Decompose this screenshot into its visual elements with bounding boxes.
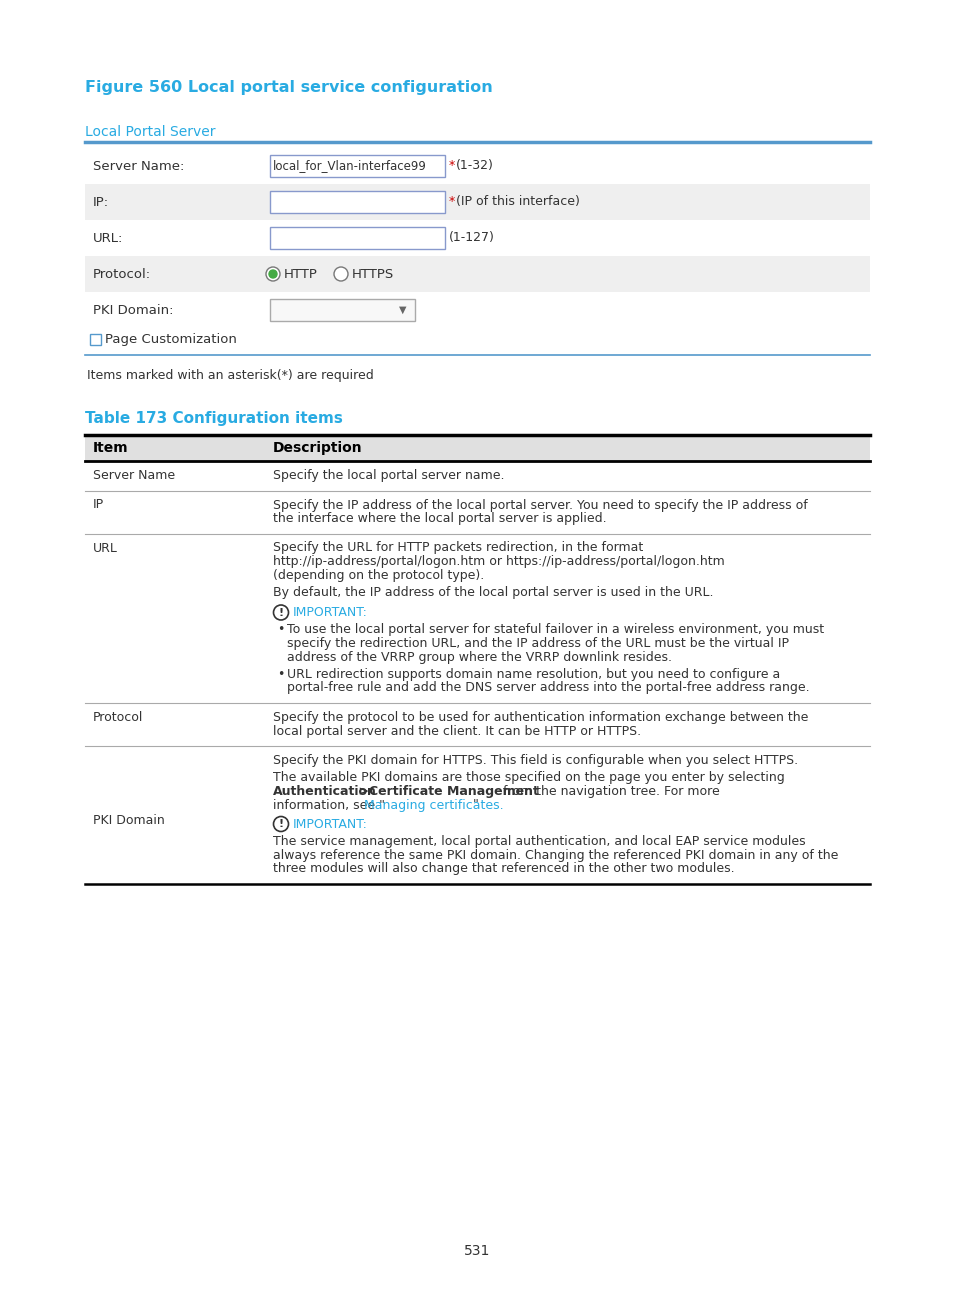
Text: •: • [276, 623, 284, 636]
Text: Specify the PKI domain for HTTPS. This field is configurable when you select HTT: Specify the PKI domain for HTTPS. This f… [273, 754, 798, 767]
Text: Description: Description [273, 441, 362, 455]
Text: ": " [473, 798, 478, 811]
Text: three modules will also change that referenced in the other two modules.: three modules will also change that refe… [273, 862, 734, 875]
Text: PKI Domain:: PKI Domain: [92, 303, 173, 316]
Text: Specify the URL for HTTP packets redirection, in the format: Specify the URL for HTTP packets redirec… [273, 542, 642, 555]
Text: Page Customization: Page Customization [105, 333, 236, 346]
Text: (1-32): (1-32) [456, 159, 494, 172]
Text: local_for_Vlan-interface99: local_for_Vlan-interface99 [273, 159, 426, 172]
Text: The service management, local portal authentication, and local EAP service modul: The service management, local portal aut… [273, 835, 804, 848]
Text: Protocol: Protocol [92, 712, 143, 724]
Text: http://ip-address/portal/logon.htm or https://ip-address/portal/logon.htm: http://ip-address/portal/logon.htm or ht… [273, 555, 724, 568]
Text: Figure 560 Local portal service configuration: Figure 560 Local portal service configur… [85, 80, 493, 95]
Text: IMPORTANT:: IMPORTANT: [293, 607, 368, 619]
Text: PKI Domain: PKI Domain [92, 814, 165, 827]
Bar [90, 334, 101, 345]
Circle shape [334, 267, 348, 281]
Bar [85, 257, 869, 292]
Text: Local Portal Server: Local Portal Server [85, 124, 215, 139]
Text: To use the local portal server for stateful failover in a wireless environment, : To use the local portal server for state… [287, 623, 823, 636]
Text: IMPORTANT:: IMPORTANT: [293, 818, 368, 831]
Text: Certificate Management: Certificate Management [369, 785, 538, 798]
Text: !: ! [278, 608, 283, 617]
Text: the interface where the local portal server is applied.: the interface where the local portal ser… [273, 512, 606, 525]
Text: Specify the local portal server name.: Specify the local portal server name. [273, 469, 504, 482]
Text: Table 173 Configuration items: Table 173 Configuration items [85, 411, 342, 426]
Text: (depending on the protocol type).: (depending on the protocol type). [273, 569, 484, 582]
Text: Managing certificates.: Managing certificates. [364, 798, 503, 811]
Text: local portal server and the client. It can be HTTP or HTTPS.: local portal server and the client. It c… [273, 724, 640, 737]
Circle shape [274, 605, 288, 619]
Text: HTTP: HTTP [284, 267, 317, 280]
Text: Specify the IP address of the local portal server. You need to specify the IP ad: Specify the IP address of the local port… [273, 499, 807, 512]
Text: *: * [449, 196, 455, 209]
Text: >: > [354, 785, 373, 798]
Text: IP: IP [92, 499, 104, 512]
Text: (1-127): (1-127) [449, 232, 495, 245]
Text: Protocol:: Protocol: [92, 267, 151, 280]
Text: URL:: URL: [92, 232, 123, 245]
Text: Server Name: Server Name [92, 469, 175, 482]
Text: information, see ": information, see " [273, 798, 385, 811]
Text: portal-free rule and add the DNS server address into the portal-free address ran: portal-free rule and add the DNS server … [287, 682, 809, 695]
Text: IP:: IP: [92, 196, 109, 209]
Text: HTTPS: HTTPS [352, 267, 394, 280]
Text: always reference the same PKI domain. Changing the referenced PKI domain in any : always reference the same PKI domain. Ch… [273, 849, 838, 862]
Text: !: ! [278, 819, 283, 829]
Bar [270, 156, 444, 178]
Bar [270, 299, 415, 321]
Text: Authentication: Authentication [273, 785, 376, 798]
Text: *: * [449, 159, 455, 172]
Circle shape [266, 267, 280, 281]
Text: Specify the protocol to be used for authentication information exchange between : Specify the protocol to be used for auth… [273, 712, 807, 724]
Bar [85, 435, 869, 461]
Circle shape [274, 816, 288, 832]
Text: (IP of this interface): (IP of this interface) [456, 196, 579, 209]
Text: URL: URL [92, 542, 118, 555]
Text: ▼: ▼ [398, 305, 406, 315]
Text: By default, the IP address of the local portal server is used in the URL.: By default, the IP address of the local … [273, 586, 713, 599]
Text: 531: 531 [463, 1244, 490, 1258]
Text: The available PKI domains are those specified on the page you enter by selecting: The available PKI domains are those spec… [273, 771, 784, 784]
Text: Server Name:: Server Name: [92, 159, 184, 172]
Text: address of the VRRP group where the VRRP downlink resides.: address of the VRRP group where the VRRP… [287, 651, 671, 664]
Bar [85, 184, 869, 220]
Bar [270, 191, 444, 213]
Text: •: • [276, 667, 284, 680]
Text: Item: Item [92, 441, 129, 455]
Text: Items marked with an asterisk(*) are required: Items marked with an asterisk(*) are req… [87, 369, 374, 382]
Text: from the navigation tree. For more: from the navigation tree. For more [498, 785, 719, 798]
Text: URL redirection supports domain name resolution, but you need to configure a: URL redirection supports domain name res… [287, 667, 780, 680]
Text: specify the redirection URL, and the IP address of the URL must be the virtual I: specify the redirection URL, and the IP … [287, 638, 788, 651]
Circle shape [269, 270, 276, 279]
Bar [270, 227, 444, 249]
